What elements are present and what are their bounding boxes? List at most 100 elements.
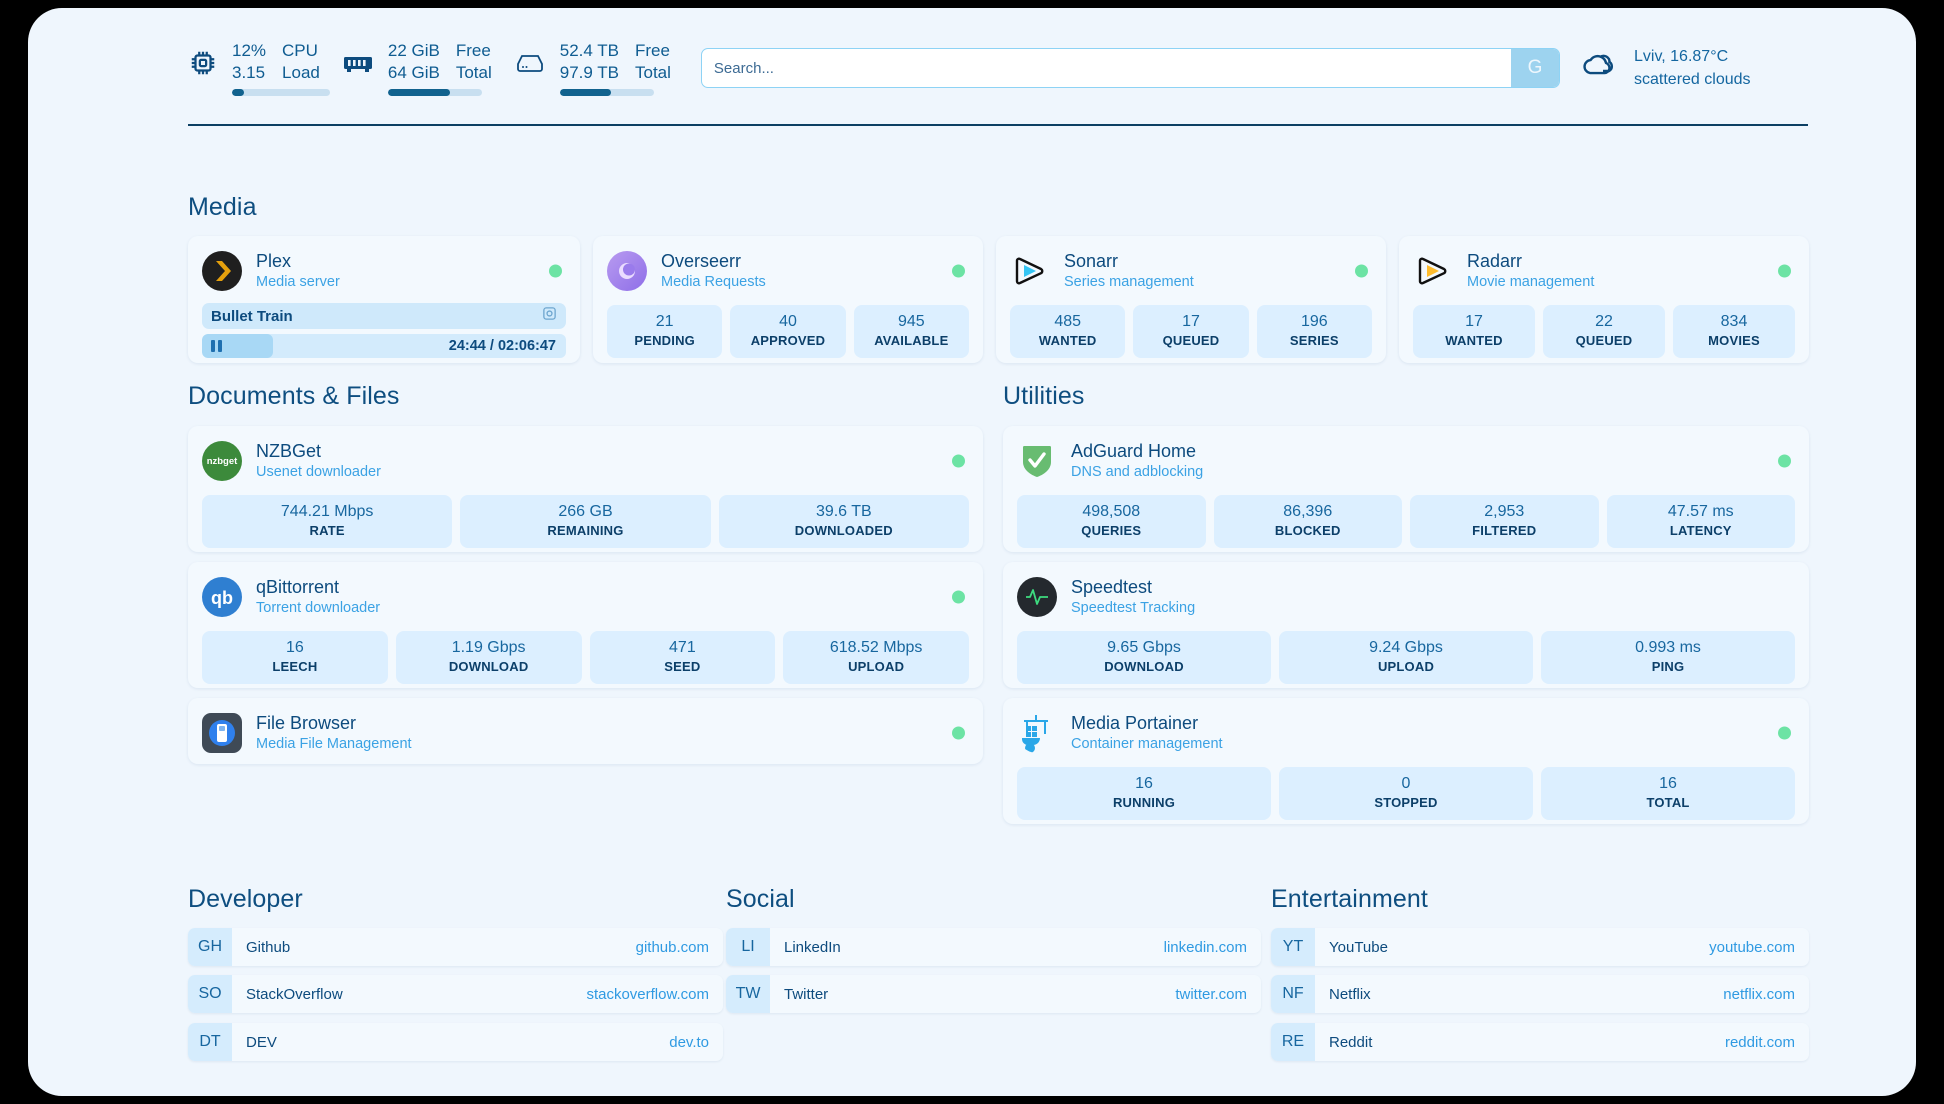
search-bar[interactable]: G <box>700 48 1560 88</box>
stat-label: FILTERED <box>1472 522 1537 538</box>
bookmark-url[interactable]: stackoverflow.com <box>586 985 709 1003</box>
stat-label: MOVIES <box>1708 332 1760 348</box>
bookmark-url[interactable]: reddit.com <box>1724 1033 1795 1051</box>
card-sonarr[interactable]: Sonarr Series management 485 WANTED 17 Q… <box>996 236 1386 363</box>
memory-total-value: 64 GiB <box>387 63 440 82</box>
stat-chip[interactable]: 47.57 ms LATENCY <box>1606 495 1795 548</box>
bookmark-name: Twitter <box>784 985 829 1003</box>
status-badge <box>1778 264 1791 278</box>
stat-label: DOWNLOAD <box>448 658 529 674</box>
stat-chip[interactable]: 9.24 Gbps UPLOAD <box>1279 631 1533 684</box>
card-qbittorrent[interactable]: qb qBittorrent Torrent downloader 16 LEE… <box>188 562 983 688</box>
search-input[interactable] <box>701 49 1511 87</box>
card-nzbget[interactable]: nzbget NZBGet Usenet downloader 744.21 M… <box>188 426 983 552</box>
card-subtitle: Container management <box>1071 736 1223 753</box>
bookmark-item-twitter[interactable]: TW Twitter twitter.com <box>726 975 1261 1013</box>
stat-chip[interactable]: 0.993 ms PING <box>1541 631 1795 684</box>
stat-label: AVAILABLE <box>874 332 949 348</box>
stat-chip[interactable]: 945 AVAILABLE <box>853 305 969 358</box>
bookmark-item-netflix[interactable]: NF Netflix netflix.com <box>1271 975 1809 1013</box>
stat-chip[interactable]: 471 SEED <box>589 631 776 684</box>
card-file-browser[interactable]: File Browser Media File Management <box>188 698 983 764</box>
disk-label-top: Free <box>635 41 670 61</box>
bookmark-item-reddit[interactable]: RE Reddit reddit.com <box>1271 1023 1809 1061</box>
stat-chip[interactable]: 266 GB REMAINING <box>460 495 711 548</box>
bookmark-group-title-social: Social <box>726 885 795 913</box>
stat-label: REMAINING <box>547 522 624 538</box>
stat-chip[interactable]: 22 QUEUED <box>1543 305 1665 358</box>
card-stats: 498,508 QUERIES 86,396 BLOCKED 2,953 FIL… <box>1017 495 1795 548</box>
card-header: Plex Media server <box>202 248 566 294</box>
stat-value: 16 <box>1135 775 1153 792</box>
bookmark-url[interactable]: github.com <box>635 938 709 956</box>
bookmark-name: StackOverflow <box>246 985 343 1003</box>
bookmark-item-linkedin[interactable]: LI LinkedIn linkedin.com <box>726 928 1261 966</box>
card-title: Media Portainer <box>1071 712 1199 733</box>
card-subtitle: Series management <box>1064 274 1194 291</box>
card-subtitle: Movie management <box>1467 274 1595 291</box>
stat-chip[interactable]: 16 TOTAL <box>1541 767 1795 820</box>
top-bar: 12% 3.15 CPU Load <box>188 32 1808 104</box>
stat-value: 266 GB <box>558 503 613 520</box>
stat-chip[interactable]: 0 STOPPED <box>1279 767 1533 820</box>
status-badge <box>1778 454 1791 468</box>
stat-chip[interactable]: 485 WANTED <box>1010 305 1126 358</box>
stat-value: 618.52 Mbps <box>829 639 923 656</box>
card-adguard-home[interactable]: AdGuard Home DNS and adblocking 498,508 … <box>1003 426 1809 552</box>
card-subtitle: Media File Management <box>256 736 412 753</box>
memory-label-bottom: Total <box>455 63 492 82</box>
card-title: qBittorrent <box>256 576 340 597</box>
card-title: Radarr <box>1467 250 1523 271</box>
card-stats: 16 RUNNING 0 STOPPED 16 TOTAL <box>1017 767 1795 820</box>
plex-progress-bar[interactable]: 24:44 / 02:06:47 <box>202 334 566 358</box>
card-speedtest[interactable]: Speedtest Speedtest Tracking 9.65 Gbps D… <box>1003 562 1809 688</box>
disk-usage-bar <box>559 88 654 96</box>
stat-chip[interactable]: 16 LEECH <box>202 631 388 684</box>
stat-value: 945 <box>897 313 925 330</box>
card-overseerr[interactable]: Overseerr Media Requests 21 PENDING 40 A… <box>593 236 983 363</box>
card-radarr[interactable]: Radarr Movie management 17 WANTED 22 QUE… <box>1399 236 1809 363</box>
cloud-icon <box>1578 49 1620 88</box>
stat-chip[interactable]: 39.6 TB DOWNLOADED <box>718 495 969 548</box>
stat-chip[interactable]: 9.65 Gbps DOWNLOAD <box>1017 631 1271 684</box>
card-plex[interactable]: Plex Media server Bullet Train 24:44 / 0… <box>188 236 580 363</box>
stat-label: DOWNLOAD <box>1104 658 1184 674</box>
bookmark-url[interactable]: twitter.com <box>1175 985 1247 1003</box>
card-header: Overseerr Media Requests <box>607 248 969 294</box>
bookmark-item-github[interactable]: GH Github github.com <box>188 928 723 966</box>
stat-chip[interactable]: 1.19 Gbps DOWNLOAD <box>395 631 582 684</box>
stat-chip[interactable]: 40 APPROVED <box>730 305 846 358</box>
overseerr-logo-icon <box>607 251 647 291</box>
stat-chip[interactable]: 17 QUEUED <box>1133 305 1249 358</box>
bookmark-url[interactable]: youtube.com <box>1709 938 1795 956</box>
stat-chip[interactable]: 86,396 BLOCKED <box>1213 495 1402 548</box>
stat-chip[interactable]: 196 SERIES <box>1256 305 1372 358</box>
stat-chip[interactable]: 834 MOVIES <box>1673 305 1795 358</box>
cpu-icon <box>188 40 218 86</box>
bookmark-url[interactable]: netflix.com <box>1723 985 1795 1003</box>
card-title: File Browser <box>256 712 357 733</box>
pause-icon[interactable] <box>211 340 222 352</box>
stat-chip[interactable]: 2,953 FILTERED <box>1410 495 1599 548</box>
stat-chip[interactable]: 17 WANTED <box>1413 305 1535 358</box>
bookmark-item-dev[interactable]: DT DEV dev.to <box>188 1023 723 1061</box>
stat-label: QUERIES <box>1081 522 1142 538</box>
cpu-label-bottom: Load <box>282 63 320 82</box>
plex-timecode: 24:44 / 02:06:47 <box>448 338 556 354</box>
bookmark-url[interactable]: linkedin.com <box>1163 938 1247 956</box>
stat-chip[interactable]: 21 PENDING <box>607 305 723 358</box>
card-title: Speedtest <box>1071 576 1153 597</box>
disk-label-bottom: Total <box>635 63 671 82</box>
plex-now-playing: Bullet Train <box>202 303 566 329</box>
bookmark-item-youtube[interactable]: YT YouTube youtube.com <box>1271 928 1809 966</box>
stat-chip[interactable]: 498,508 QUERIES <box>1017 495 1206 548</box>
stat-chip[interactable]: 16 RUNNING <box>1017 767 1271 820</box>
bookmark-item-stackoverflow[interactable]: SO StackOverflow stackoverflow.com <box>188 975 723 1013</box>
card-media-portainer[interactable]: Media Portainer Container management 16 … <box>1003 698 1809 824</box>
bookmark-url[interactable]: dev.to <box>669 1033 709 1051</box>
bookmark-name: Reddit <box>1329 1033 1373 1051</box>
cpu-load-value: 3.15 <box>232 63 266 82</box>
search-submit-button[interactable]: G <box>1511 49 1559 87</box>
stat-chip[interactable]: 744.21 Mbps RATE <box>202 495 453 548</box>
stat-chip[interactable]: 618.52 Mbps UPLOAD <box>783 631 969 684</box>
